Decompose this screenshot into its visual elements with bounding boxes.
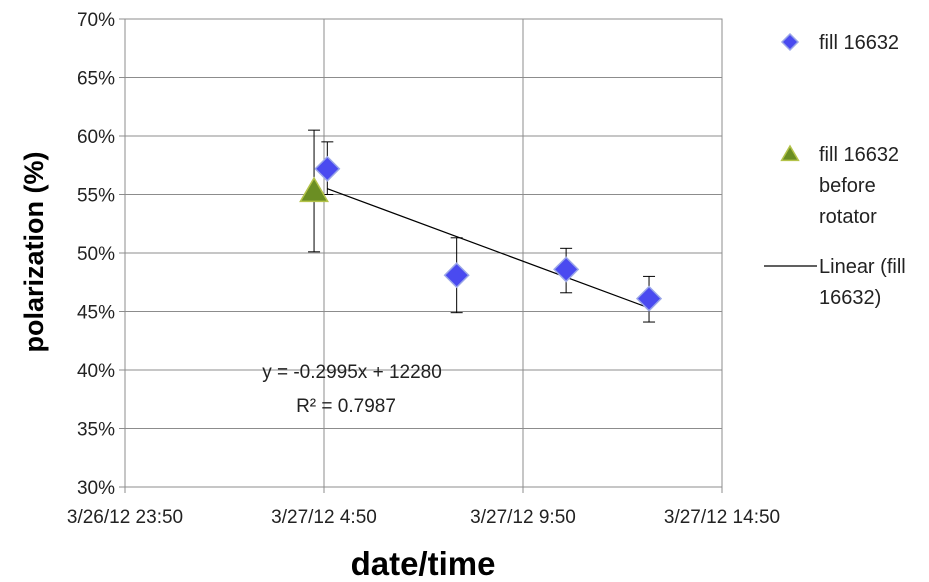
y-tick-label: 55%: [77, 186, 115, 207]
trendline: [327, 188, 650, 309]
x-axis-title: date/time: [351, 545, 496, 582]
plot-area-frame: [119, 18, 723, 493]
legend-label-before-rotator: before: [819, 175, 876, 197]
diamond-marker: [314, 155, 341, 182]
legend-label-before-rotator: fill 16632: [819, 144, 899, 166]
legend-label-fill-16632: fill 16632: [819, 32, 899, 54]
data-points: [299, 155, 663, 312]
x-tick-label: 3/27/12 14:50: [664, 507, 780, 528]
diamond-marker: [635, 285, 663, 312]
triangle-marker: [299, 176, 330, 203]
diamond-marker: [443, 262, 470, 289]
y-tick-label: 45%: [77, 303, 115, 324]
y-tick-label: 30%: [77, 478, 115, 499]
y-tick-label: 60%: [77, 127, 115, 148]
y-axis-title: polarization (%): [19, 152, 49, 353]
x-tick-label: 3/27/12 4:50: [271, 507, 377, 528]
error-bars: [308, 129, 656, 323]
y-tick-label: 70%: [77, 10, 115, 31]
legend-label-linear: 16632): [819, 287, 881, 309]
x-tick-labels: 3/26/12 23:50 3/27/12 4:50 3/27/12 9:50 3/2…: [67, 507, 780, 528]
diamond-marker: [553, 256, 580, 283]
y-tick-label: 50%: [77, 244, 115, 265]
legend-label-before-rotator: rotator: [819, 206, 877, 228]
legend-diamond-icon: [780, 32, 800, 52]
y-tick-labels: 30% 35% 40% 45% 50% 55% 60% 65% 70%: [77, 10, 115, 499]
x-tick-label: 3/26/12 23:50: [67, 507, 183, 528]
legend: fill 16632 fill 16632 before rotator Linear …: [764, 32, 906, 309]
y-tick-label: 40%: [77, 361, 115, 382]
equation-label: y = -0.2995x + 12280: [262, 362, 442, 383]
x-tick-label: 3/27/12 9:50: [470, 507, 576, 528]
grid-lines: [124, 18, 723, 488]
r-squared-label: R² = 0.7987: [296, 396, 396, 417]
plot-frame: [124, 18, 723, 488]
y-tick-label: 35%: [77, 420, 115, 441]
legend-label-linear: Linear (fill: [819, 256, 906, 278]
trendline-group: [327, 188, 650, 309]
y-tick-label: 65%: [77, 69, 115, 90]
legend-triangle-icon: [780, 144, 800, 162]
